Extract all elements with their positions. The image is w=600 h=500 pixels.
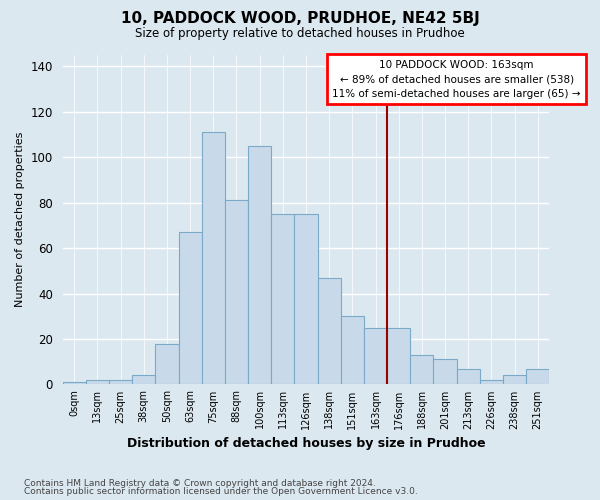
- Bar: [480, 380, 503, 384]
- Bar: [62, 382, 86, 384]
- Text: Contains HM Land Registry data © Crown copyright and database right 2024.: Contains HM Land Registry data © Crown c…: [24, 479, 376, 488]
- Bar: [132, 376, 155, 384]
- Bar: [341, 316, 364, 384]
- Bar: [433, 360, 457, 384]
- Text: Contains public sector information licensed under the Open Government Licence v3: Contains public sector information licen…: [24, 487, 418, 496]
- X-axis label: Distribution of detached houses by size in Prudhoe: Distribution of detached houses by size …: [127, 437, 485, 450]
- Bar: [225, 200, 248, 384]
- Text: 10 PADDOCK WOOD: 163sqm
← 89% of detached houses are smaller (538)
11% of semi-d: 10 PADDOCK WOOD: 163sqm ← 89% of detache…: [332, 60, 581, 99]
- Text: 10, PADDOCK WOOD, PRUDHOE, NE42 5BJ: 10, PADDOCK WOOD, PRUDHOE, NE42 5BJ: [121, 11, 479, 26]
- Bar: [248, 146, 271, 384]
- Bar: [457, 368, 480, 384]
- Bar: [526, 368, 550, 384]
- Bar: [179, 232, 202, 384]
- Bar: [317, 278, 341, 384]
- Bar: [86, 380, 109, 384]
- Text: Size of property relative to detached houses in Prudhoe: Size of property relative to detached ho…: [135, 28, 465, 40]
- Bar: [387, 328, 410, 384]
- Bar: [202, 132, 225, 384]
- Bar: [503, 376, 526, 384]
- Bar: [295, 214, 317, 384]
- Bar: [410, 355, 433, 384]
- Bar: [155, 344, 179, 384]
- Bar: [271, 214, 295, 384]
- Bar: [109, 380, 132, 384]
- Y-axis label: Number of detached properties: Number of detached properties: [15, 132, 25, 308]
- Bar: [364, 328, 387, 384]
